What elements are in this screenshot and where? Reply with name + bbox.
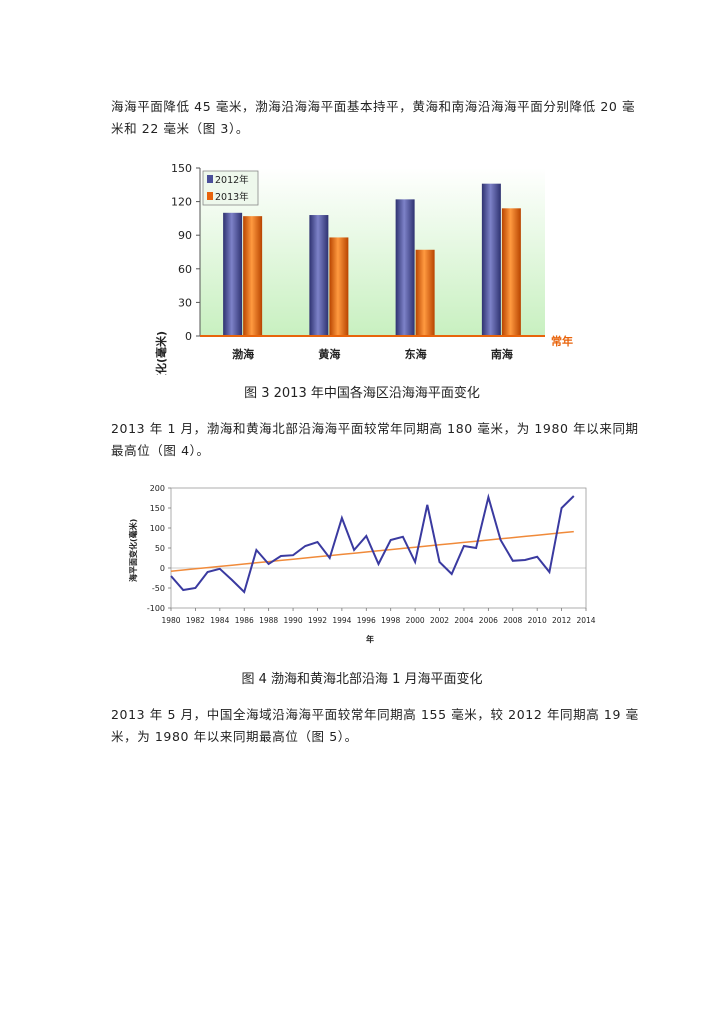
y-tick-label: 30 xyxy=(178,296,192,309)
x-tick-label: 1990 xyxy=(284,616,303,625)
x-tick-label: 2010 xyxy=(528,616,547,625)
bar-2013年-黄海 xyxy=(329,237,349,336)
figure-4-caption: 图 4 渤海和黄海北部沿海 1 月海平面变化 xyxy=(241,672,483,687)
figure-3-caption: 图 3 2013 年中国各海区沿海海平面变化 xyxy=(244,386,480,401)
bar-2013年-南海 xyxy=(501,208,521,336)
x-tick-label: 1986 xyxy=(235,616,254,625)
paragraph-2: 2013 年 1 月，渤海和黄海北部沿海海平面较常年同期高 180 毫米，为 1… xyxy=(111,418,639,462)
y-tick-label: 200 xyxy=(150,484,165,493)
x-tick-label: 1984 xyxy=(210,616,229,625)
baseline-label: 常年 xyxy=(551,334,573,348)
x-tick-label: 2012 xyxy=(552,616,571,625)
x-tick-label: 1980 xyxy=(161,616,180,625)
bar-2012年-黄海 xyxy=(309,215,329,336)
y-tick-label: 150 xyxy=(171,162,192,175)
x-tick-label: 1988 xyxy=(259,616,278,625)
figure-3-bar-chart: 0 30 60 90 120 150 渤海 黄海 东海 南海 常年 海平面变化(毫米) 2012… xyxy=(154,162,573,375)
plot-frame xyxy=(170,487,587,609)
x-tick-label: 1992 xyxy=(308,616,327,625)
x-tick-label: 南海 xyxy=(491,347,513,361)
x-tick-label: 1994 xyxy=(332,616,351,625)
paragraph-1: 海海平面降低 45 毫米，渤海沿海海平面基本持平，黄海和南海沿海海平面分别降低 … xyxy=(111,96,636,140)
paragraph-3: 2013 年 5 月，中国全海域沿海海平面较常年同期高 155 毫米，较 201… xyxy=(111,704,639,748)
series-line xyxy=(170,493,575,594)
y-tick-label: 120 xyxy=(171,196,192,209)
y-tick-label: -100 xyxy=(147,604,165,613)
x-tick-label: 2000 xyxy=(406,616,425,625)
y-axis-title: 海平面变化(毫米) xyxy=(154,331,168,375)
legend-swatch-2013 xyxy=(207,192,213,200)
x-tick-label: 2004 xyxy=(454,616,473,625)
y-tick-label: 150 xyxy=(150,504,165,513)
bar-2013年-东海 xyxy=(415,249,435,336)
paragraph-3-line-2: 米，为 1980 年以来同期最高位（图 5）。 xyxy=(111,729,358,744)
y-axis-title: 海平面变化(毫米) xyxy=(128,519,138,582)
y-tick-label: 0 xyxy=(185,330,192,343)
y-tick-label: 0 xyxy=(160,564,165,573)
paragraph-3-line-1: 2013 年 5 月，中国全海域沿海海平面较常年同期高 155 毫米，较 201… xyxy=(111,707,639,722)
x-tick-label: 东海 xyxy=(405,347,427,361)
legend-label-2012: 2012年 xyxy=(215,174,249,186)
x-tick-label: 渤海 xyxy=(232,347,254,361)
x-tick-label: 2002 xyxy=(430,616,449,625)
bar-2012年-东海 xyxy=(395,199,415,336)
x-tick-label: 2008 xyxy=(503,616,522,625)
x-tick-label: 1998 xyxy=(381,616,400,625)
y-tick-label: 90 xyxy=(178,229,192,242)
x-tick-label: 2006 xyxy=(479,616,498,625)
y-tick-label: 100 xyxy=(150,524,165,533)
figure-4-line-chart: -100 -50 0 50 100 150 200 1980 1982 1984 1986 1988 1… xyxy=(128,484,596,644)
legend-swatch-2012 xyxy=(207,175,213,183)
paragraph-1-line-2: 米和 22 毫米（图 3）。 xyxy=(111,121,249,136)
x-tick-label: 黄海 xyxy=(318,347,340,361)
bar-2012年-南海 xyxy=(481,183,501,336)
legend-label-2013: 2013年 xyxy=(215,191,249,203)
y-tick-label: 60 xyxy=(178,263,192,276)
paragraph-1-line-1: 海海平面降低 45 毫米，渤海沿海海平面基本持平，黄海和南海沿海海平面分别降低 … xyxy=(111,99,636,114)
x-tick-label: 2014 xyxy=(576,616,595,625)
y-tick-label: 50 xyxy=(155,544,165,553)
bar-2012年-渤海 xyxy=(223,212,243,336)
x-axis-title: 年 xyxy=(366,634,374,644)
bar-2013年-渤海 xyxy=(243,216,263,336)
x-tick-label: 1996 xyxy=(357,616,376,625)
y-tick-label: -50 xyxy=(152,584,165,593)
paragraph-2-line-1: 2013 年 1 月，渤海和黄海北部沿海海平面较常年同期高 180 毫米，为 1… xyxy=(111,421,639,436)
legend: 2012年 2013年 xyxy=(202,170,259,206)
paragraph-2-line-2: 最高位（图 4）。 xyxy=(111,443,210,458)
x-tick-label: 1982 xyxy=(186,616,205,625)
